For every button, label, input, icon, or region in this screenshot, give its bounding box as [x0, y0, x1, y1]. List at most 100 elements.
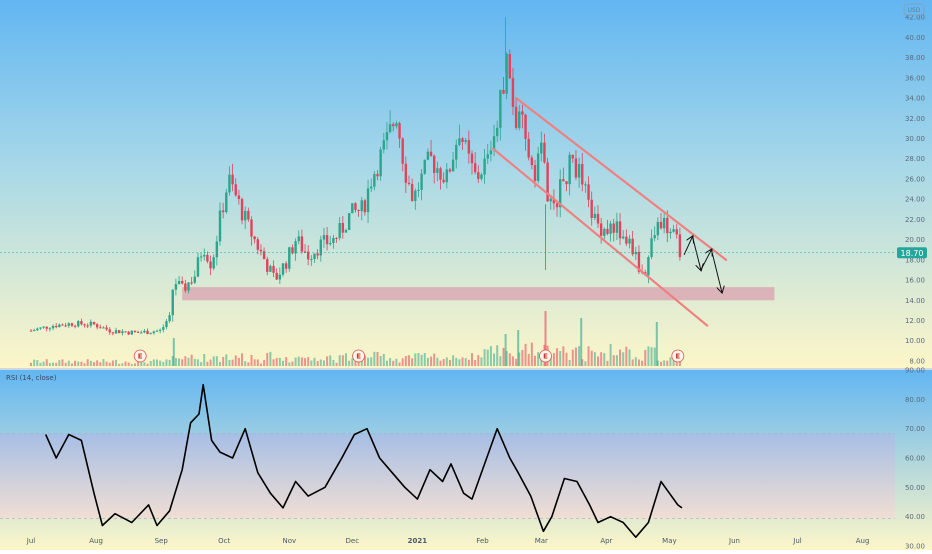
candle-body[interactable]: [565, 181, 568, 185]
candle-body[interactable]: [55, 325, 58, 328]
rsi-line[interactable]: [44, 383, 683, 538]
candle-body[interactable]: [628, 238, 631, 244]
candle-body[interactable]: [662, 217, 666, 229]
candle-body[interactable]: [351, 203, 354, 214]
candle-body[interactable]: [540, 142, 543, 154]
candle-body[interactable]: [118, 330, 121, 334]
candle-body[interactable]: [650, 238, 653, 258]
candle-body[interactable]: [234, 184, 237, 196]
candle-body[interactable]: [675, 229, 678, 235]
candle-body[interactable]: [467, 140, 471, 154]
earnings-event-marker[interactable]: E: [352, 349, 366, 363]
candle-body[interactable]: [376, 174, 379, 177]
candle-body[interactable]: [111, 332, 115, 334]
candle-body[interactable]: [451, 159, 455, 172]
candle-body[interactable]: [250, 219, 253, 237]
candle-body[interactable]: [379, 149, 382, 177]
earnings-event-marker[interactable]: E: [539, 349, 552, 363]
candle-body[interactable]: [121, 331, 124, 334]
candle-body[interactable]: [114, 330, 118, 334]
candle-body[interactable]: [637, 251, 641, 272]
candle-body[interactable]: [262, 251, 266, 260]
projection-arrows[interactable]: [683, 237, 722, 293]
candle-body[interactable]: [133, 330, 137, 332]
candle-body[interactable]: [370, 186, 373, 189]
candle-body[interactable]: [514, 106, 518, 128]
candle-body[interactable]: [647, 257, 650, 276]
candle-body[interactable]: [127, 331, 130, 335]
candle-body[interactable]: [483, 158, 486, 175]
candle-body[interactable]: [206, 254, 209, 262]
candle-body[interactable]: [244, 210, 247, 221]
candle-body[interactable]: [559, 179, 562, 208]
candle-body[interactable]: [196, 257, 200, 277]
candle-body[interactable]: [612, 223, 615, 233]
candle-body[interactable]: [502, 89, 505, 94]
candle-body[interactable]: [373, 174, 376, 187]
candle-body[interactable]: [152, 331, 156, 334]
candle-body[interactable]: [360, 200, 363, 212]
candle-body[interactable]: [73, 325, 77, 327]
candles[interactable]: [29, 17, 682, 336]
candle-body[interactable]: [549, 198, 552, 202]
candle-body[interactable]: [319, 239, 322, 256]
candle-body[interactable]: [108, 329, 111, 333]
candle-body[interactable]: [272, 265, 275, 273]
candle-body[interactable]: [212, 257, 215, 269]
candle-body[interactable]: [158, 329, 162, 331]
candle-body[interactable]: [492, 136, 496, 151]
candle-body[interactable]: [102, 327, 105, 329]
candle-body[interactable]: [247, 210, 250, 220]
candle-body[interactable]: [36, 328, 39, 331]
candle-body[interactable]: [307, 251, 310, 260]
candle-body[interactable]: [385, 131, 389, 141]
candle-body[interactable]: [669, 231, 672, 234]
candle-body[interactable]: [590, 199, 593, 218]
candle-body[interactable]: [193, 276, 196, 283]
candle-body[interactable]: [140, 332, 143, 334]
projection-arrow[interactable]: [683, 237, 692, 255]
candle-body[interactable]: [436, 168, 439, 173]
candle-body[interactable]: [622, 236, 625, 239]
candle-body[interactable]: [64, 325, 67, 327]
candle-body[interactable]: [480, 174, 483, 179]
candle-body[interactable]: [329, 242, 332, 245]
candle-body[interactable]: [473, 163, 477, 173]
candle-body[interactable]: [587, 184, 590, 200]
candle-body[interactable]: [420, 173, 423, 190]
candle-body[interactable]: [332, 237, 335, 243]
candle-body[interactable]: [609, 223, 612, 234]
candle-body[interactable]: [407, 182, 411, 184]
candle-body[interactable]: [666, 217, 669, 234]
candle-body[interactable]: [162, 327, 165, 330]
candle-body[interactable]: [67, 323, 70, 326]
candle-body[interactable]: [45, 326, 48, 329]
candle-body[interactable]: [77, 321, 80, 327]
candle-body[interactable]: [177, 281, 181, 285]
candle-body[interactable]: [574, 158, 578, 178]
candle-body[interactable]: [357, 209, 360, 212]
candle-body[interactable]: [316, 253, 319, 256]
candle-body[interactable]: [458, 138, 461, 145]
candle-body[interactable]: [593, 213, 597, 218]
candle-body[interactable]: [338, 222, 341, 239]
candle-body[interactable]: [596, 213, 600, 224]
candle-body[interactable]: [631, 238, 634, 255]
candle-body[interactable]: [404, 163, 408, 183]
candle-body[interactable]: [294, 241, 297, 254]
candle-body[interactable]: [146, 330, 149, 335]
candle-body[interactable]: [496, 127, 499, 137]
candle-body[interactable]: [499, 89, 502, 128]
candle-body[interactable]: [518, 111, 521, 128]
candle-body[interactable]: [256, 239, 259, 250]
candle-body[interactable]: [58, 324, 61, 328]
candle-body[interactable]: [288, 247, 291, 269]
candle-body[interactable]: [168, 315, 171, 322]
rsi-axis[interactable]: 30.00 40.00 50.00 60.00 70.00 80.00 90.00: [905, 367, 925, 551]
candle-body[interactable]: [99, 327, 102, 329]
candle-body[interactable]: [653, 235, 656, 239]
candle-body[interactable]: [253, 236, 256, 240]
candle-body[interactable]: [225, 192, 228, 213]
candle-body[interactable]: [448, 169, 452, 172]
candle-body[interactable]: [410, 183, 414, 201]
